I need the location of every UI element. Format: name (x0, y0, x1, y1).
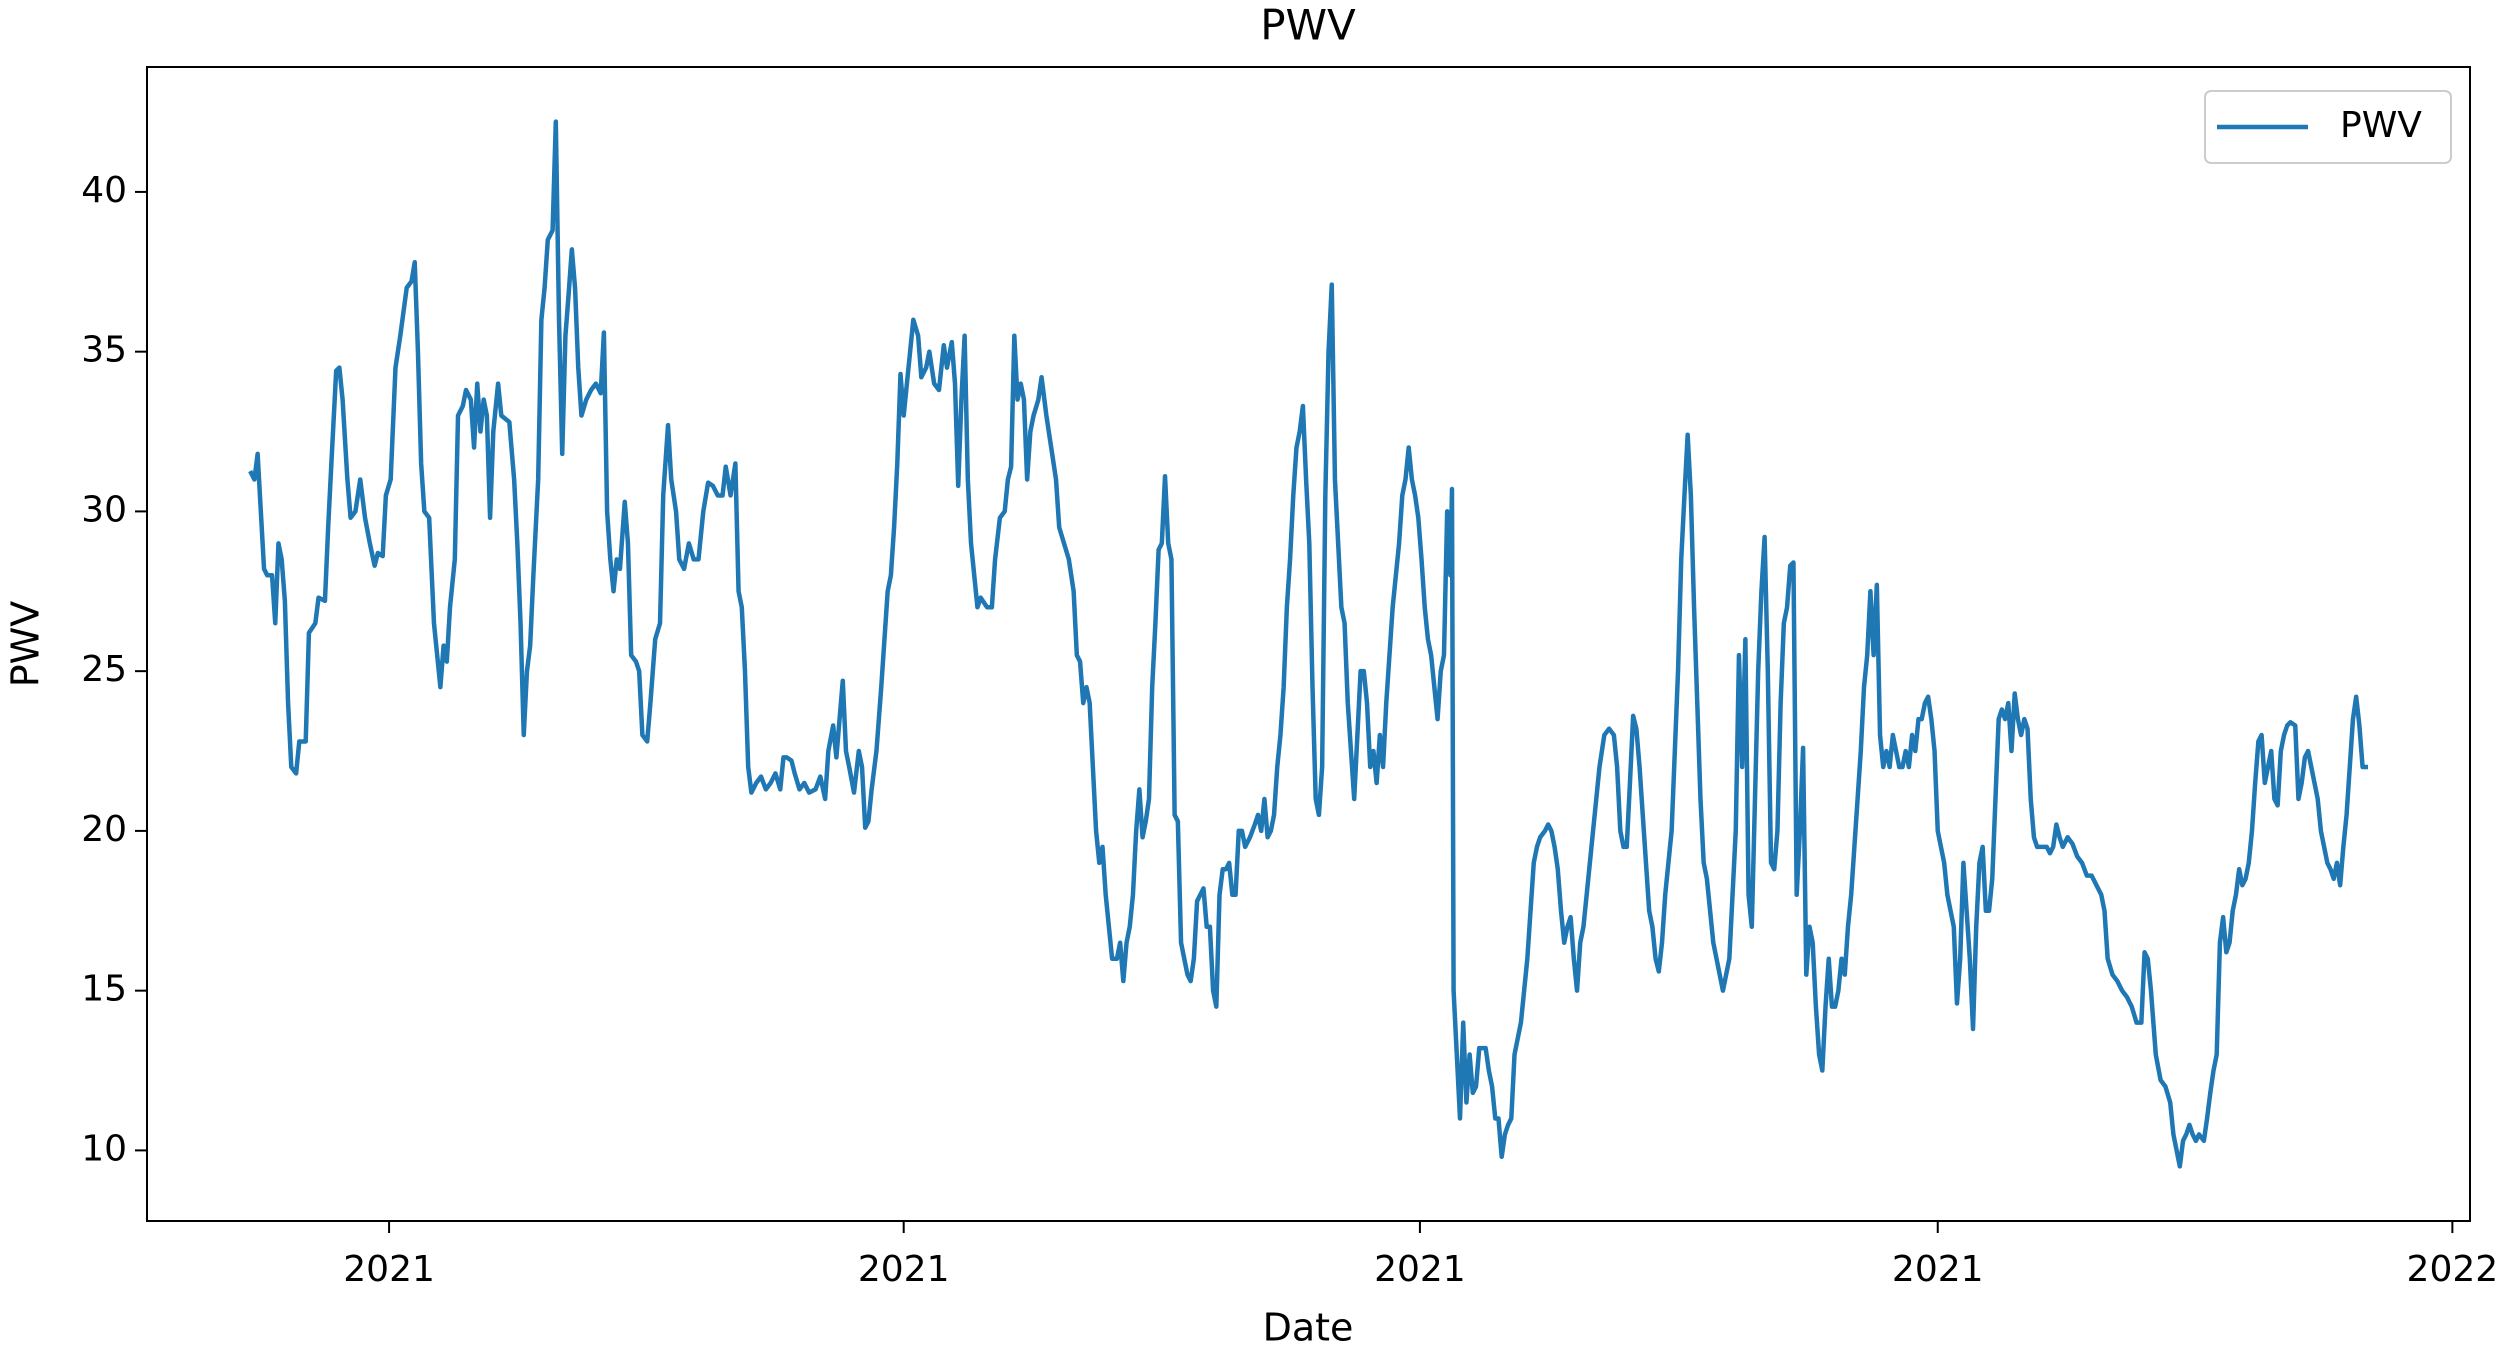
y-tick-label: 35 (81, 330, 127, 371)
chart-title: PWV (1260, 1, 1356, 50)
y-tick-label: 20 (81, 809, 127, 850)
y-tick-label: 30 (81, 489, 127, 530)
x-tick-label: 2021 (1892, 1249, 1984, 1290)
legend-label: PWV (2340, 105, 2422, 146)
x-tick-label: 2022 (2407, 1249, 2499, 1290)
y-axis-label: PWV (4, 601, 48, 687)
y-tick-label: 15 (81, 969, 127, 1010)
legend-box (2204, 90, 2452, 164)
y-tick-label: 40 (81, 170, 127, 211)
x-tick-label: 2021 (343, 1249, 435, 1290)
y-tick-label: 10 (81, 1128, 127, 1169)
x-axis-label: Date (1263, 1306, 1354, 1350)
data-line (248, 119, 2369, 1169)
y-tick-label: 25 (81, 649, 127, 690)
x-tick-label: 2021 (858, 1249, 950, 1290)
plot-frame (146, 66, 2471, 1222)
x-tick-label: 2021 (1374, 1249, 1466, 1290)
